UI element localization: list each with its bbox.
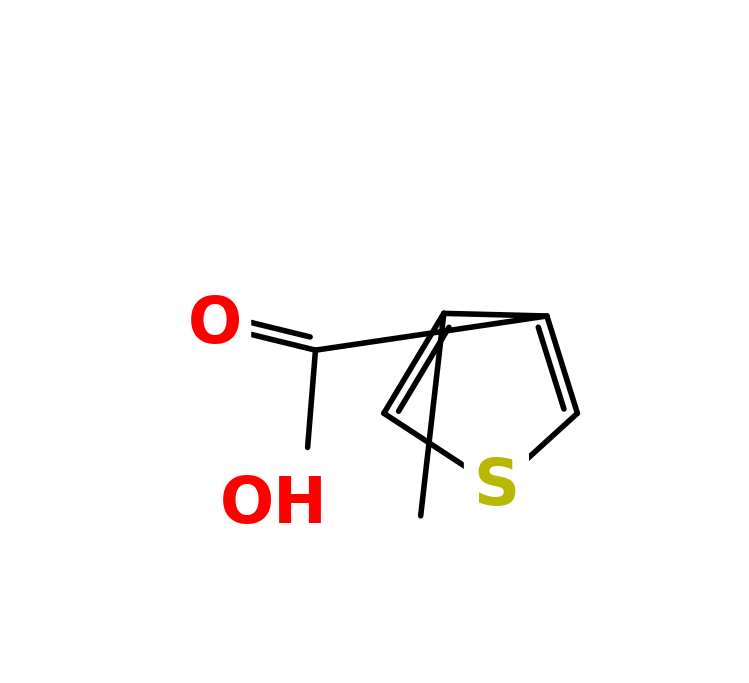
Text: OH: OH [219, 474, 327, 536]
Text: S: S [473, 456, 519, 518]
Text: O: O [187, 294, 242, 357]
